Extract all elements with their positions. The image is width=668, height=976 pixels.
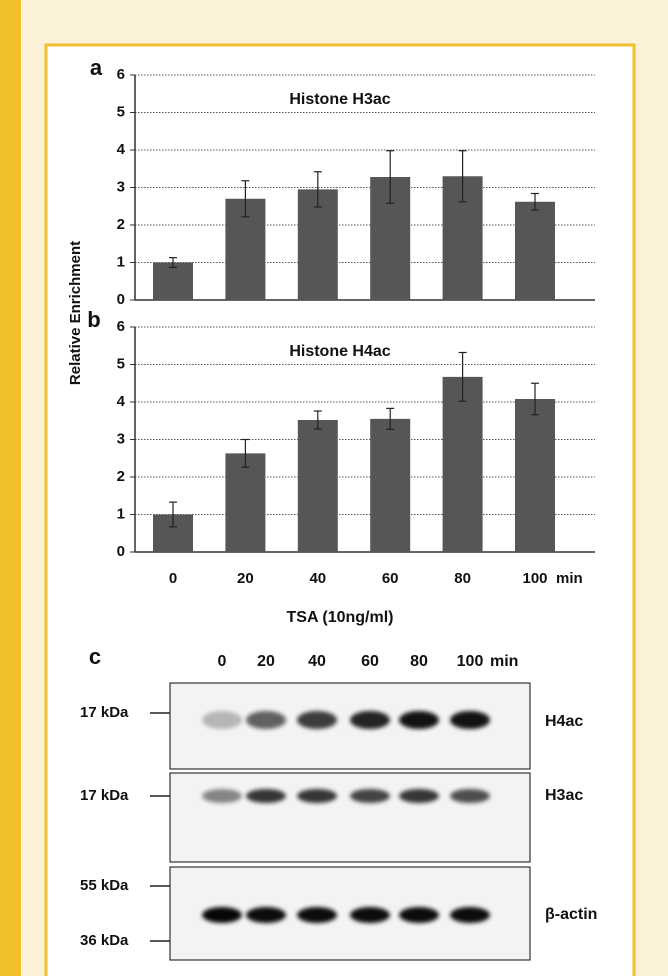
panel-label: c <box>89 644 101 669</box>
band <box>297 789 337 803</box>
y-tick-label: 3 <box>117 178 125 195</box>
x-tick-label: 60 <box>382 570 399 587</box>
y-tick-label: 4 <box>117 393 126 410</box>
lane-unit: min <box>490 653 518 670</box>
y-tick-label: 0 <box>117 543 125 560</box>
panel-label: a <box>90 55 103 80</box>
size-marker: 36 kDa <box>80 932 129 949</box>
y-tick-label: 1 <box>117 253 125 270</box>
blot-membrane <box>170 773 530 862</box>
band <box>297 907 337 923</box>
row-label: H4ac <box>545 713 583 730</box>
y-axis-label: Relative Enrichment <box>67 241 84 385</box>
band <box>350 789 390 803</box>
band <box>450 789 490 803</box>
bar <box>515 202 555 300</box>
chart-title: Histone H4ac <box>289 343 390 360</box>
page: {"chart_data": [ {"type": "bar", "panel_… <box>0 0 668 976</box>
band <box>202 789 242 803</box>
panel-label: b <box>87 307 100 332</box>
x-tick-label: 20 <box>237 570 254 587</box>
band <box>246 789 286 803</box>
band <box>202 907 242 923</box>
x-axis-label: TSA (10ng/ml) <box>287 609 394 626</box>
row-label: H3ac <box>545 787 583 804</box>
x-tick-label: 40 <box>309 570 326 587</box>
x-tick-label: 80 <box>454 570 471 587</box>
side-stripe <box>0 0 21 976</box>
bar <box>153 263 193 301</box>
size-marker: 55 kDa <box>80 877 129 894</box>
band <box>350 711 390 729</box>
lane-label: 20 <box>257 653 275 670</box>
bar <box>443 377 483 552</box>
y-tick-label: 6 <box>117 318 125 335</box>
lane-label: 40 <box>308 653 326 670</box>
bar <box>515 399 555 552</box>
size-marker: 17 kDa <box>80 787 129 804</box>
y-tick-label: 6 <box>117 66 125 83</box>
band <box>246 711 286 729</box>
lane-label: 0 <box>218 653 227 670</box>
band <box>450 907 490 923</box>
y-tick-label: 2 <box>117 468 125 485</box>
band <box>399 711 439 729</box>
y-tick-label: 1 <box>117 505 125 522</box>
chart-title: Histone H3ac <box>289 91 390 108</box>
lane-label: 80 <box>410 653 428 670</box>
x-unit: min <box>556 570 583 587</box>
band <box>399 789 439 803</box>
figure: c020406080100minH4ac17 kDaH3ac17 kDaβ-ac… <box>0 0 668 976</box>
band <box>450 711 490 729</box>
x-tick-label: 100 <box>522 570 547 587</box>
y-tick-label: 2 <box>117 216 125 233</box>
band <box>297 711 337 729</box>
band <box>246 907 286 923</box>
bar <box>370 419 410 552</box>
lane-label: 100 <box>457 653 484 670</box>
band <box>202 711 242 729</box>
bar <box>225 453 265 552</box>
lane-label: 60 <box>361 653 379 670</box>
band <box>399 907 439 923</box>
bar <box>298 420 338 552</box>
y-tick-label: 5 <box>117 103 125 120</box>
y-tick-label: 3 <box>117 430 125 447</box>
band <box>350 907 390 923</box>
row-label: β-actin <box>545 906 597 923</box>
y-tick-label: 4 <box>117 141 126 158</box>
size-marker: 17 kDa <box>80 704 129 721</box>
x-tick-label: 0 <box>169 570 177 587</box>
y-tick-label: 0 <box>117 291 125 308</box>
y-tick-label: 5 <box>117 355 125 372</box>
